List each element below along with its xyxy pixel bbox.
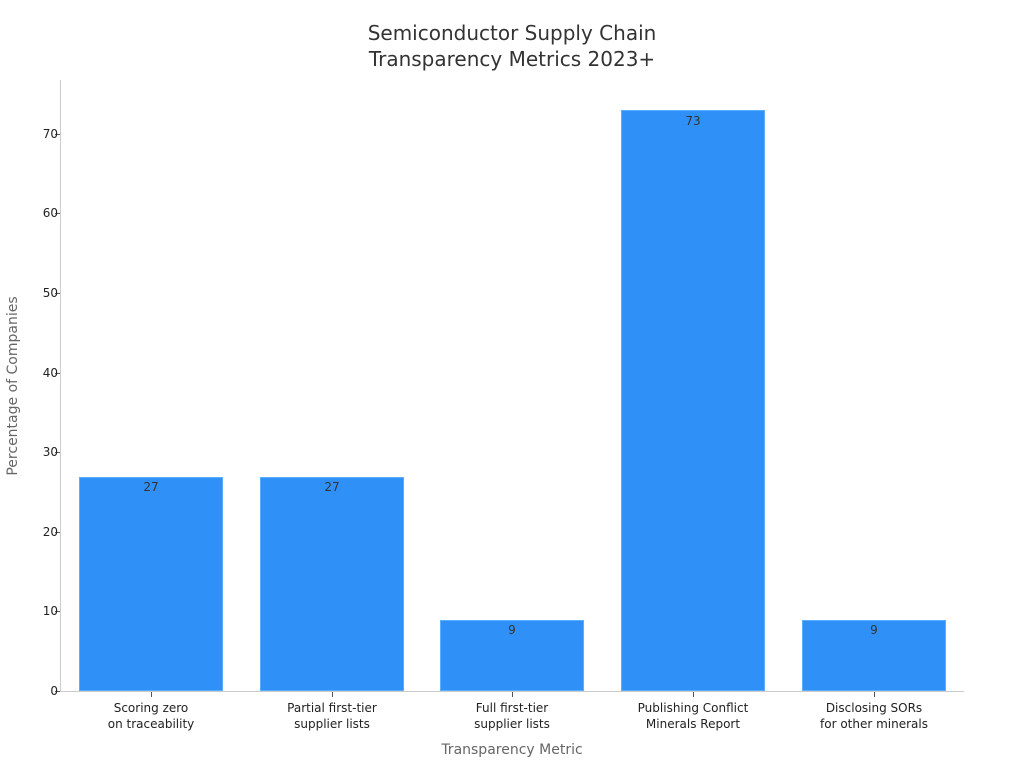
x-tick-label-line: Publishing Conflict [637, 701, 749, 715]
y-tick-mark [55, 691, 60, 692]
x-tick-mark [151, 692, 152, 697]
bar-scoring-zero [79, 477, 223, 691]
y-tick-label: 40 [42, 366, 58, 380]
x-tick-label-line: Scoring zero [113, 701, 189, 715]
x-tick-label-line: supplier lists [294, 717, 370, 731]
chart-title-line-1: Semiconductor Supply Chain [367, 21, 657, 45]
x-tick-label-line: Full first-tier [475, 701, 549, 715]
x-tick-label: Full first-tier supplier lists [422, 700, 602, 732]
x-tick-label-line: Minerals Report [645, 717, 741, 731]
bar-value-label: 27 [324, 480, 340, 494]
bar-value-label: 9 [870, 623, 878, 637]
y-tick-label: 0 [50, 684, 58, 698]
bar-disclosing-sors [802, 620, 946, 691]
x-tick-mark [332, 692, 333, 697]
y-tick-mark [55, 532, 60, 533]
bar-value-label: 73 [685, 114, 701, 128]
x-tick-mark [874, 692, 875, 697]
y-tick-label: 20 [42, 525, 58, 539]
y-tick-mark [55, 293, 60, 294]
x-tick-label-line: Disclosing SORs [825, 701, 923, 715]
y-tick-mark [55, 611, 60, 612]
y-tick-mark [55, 134, 60, 135]
y-tick-label: 50 [42, 286, 58, 300]
x-axis-title: Transparency Metric [441, 742, 583, 758]
x-tick-label-line: on traceability [107, 717, 195, 731]
bar-partial-first-tier [260, 477, 404, 691]
x-tick-mark [693, 692, 694, 697]
x-tick-label: Scoring zero on traceability [61, 700, 241, 732]
x-tick-label-line: for other minerals [820, 717, 928, 731]
y-tick-mark [55, 373, 60, 374]
y-tick-mark [55, 213, 60, 214]
y-tick-mark [55, 452, 60, 453]
bar-value-label: 9 [508, 623, 516, 637]
y-tick-label: 60 [42, 206, 58, 220]
x-tick-label: Disclosing SORs for other minerals [784, 700, 964, 732]
x-tick-label-line: supplier lists [474, 717, 550, 731]
y-axis-line [60, 80, 61, 692]
x-tick-mark [512, 692, 513, 697]
chart-title-line-2: Transparency Metrics 2023+ [368, 47, 656, 71]
x-axis-line [60, 691, 964, 692]
x-tick-label: Partial first-tier supplier lists [242, 700, 422, 732]
x-tick-label: Publishing Conflict Minerals Report [603, 700, 783, 732]
y-tick-label: 70 [42, 127, 58, 141]
y-tick-label: 10 [42, 604, 58, 618]
x-tick-label-line: Partial first-tier [287, 701, 377, 715]
bar-full-first-tier [440, 620, 584, 691]
bar-conflict-minerals-report [621, 110, 765, 691]
y-tick-label: 30 [42, 445, 58, 459]
bar-value-label: 27 [143, 480, 159, 494]
